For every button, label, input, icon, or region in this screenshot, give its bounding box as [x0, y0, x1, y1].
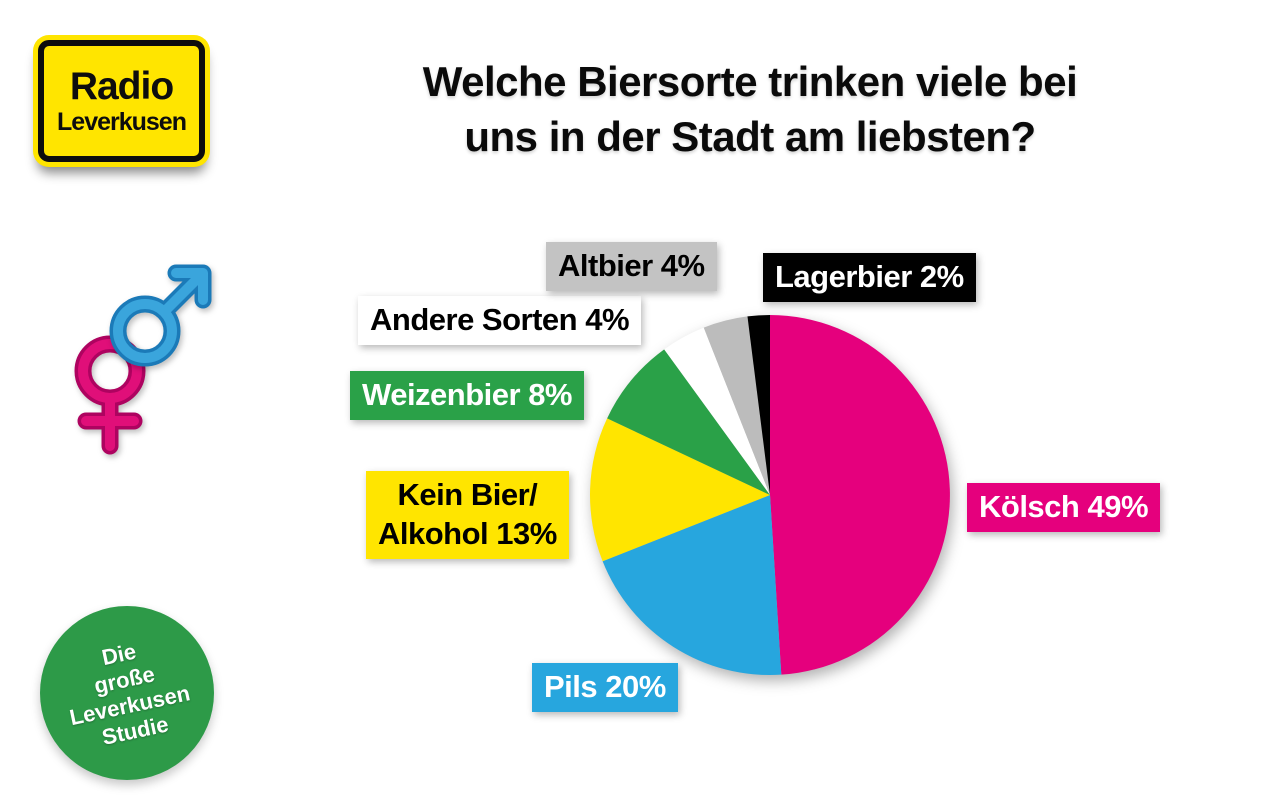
pie-slice-koelsch — [770, 315, 950, 675]
pie-slices — [589, 315, 950, 675]
label-altbier: Altbier 4% — [546, 242, 717, 291]
radio-logo-inner: Radio Leverkusen — [38, 40, 205, 162]
label-lagerbier: Lagerbier 2% — [763, 253, 976, 302]
label-andere-sorten: Andere Sorten 4% — [358, 296, 642, 345]
label-weizenbier: Weizenbier 8% — [350, 371, 585, 420]
study-badge-text: Die große Leverkusen Studie — [67, 638, 193, 750]
female-icon — [74, 335, 146, 455]
label-pils: Pils 20% — [532, 663, 678, 712]
pie-slice-pils — [602, 495, 782, 675]
page-title: Welche Biersorte trinken viele bei uns i… — [422, 58, 1078, 161]
pie-slice-lagerbier — [747, 315, 770, 495]
label-koelsch: Kölsch 49% — [967, 483, 1161, 532]
pie-slice-kein-bier — [589, 418, 770, 562]
logo-text-radio: Radio — [69, 64, 174, 108]
radio-logo-sign: Radio Leverkusen — [33, 35, 210, 167]
label-kein-bier: Kein Bier/ Alkohol 13% — [366, 471, 569, 559]
pie-slice-weizenbier — [607, 349, 770, 495]
study-badge: Die große Leverkusen Studie — [40, 606, 214, 780]
pie-slice-andere-sorten — [664, 327, 770, 495]
male-icon — [109, 264, 212, 367]
logo-text-leverkusen: Leverkusen — [57, 107, 187, 136]
pie-slice-altbier — [703, 316, 770, 495]
